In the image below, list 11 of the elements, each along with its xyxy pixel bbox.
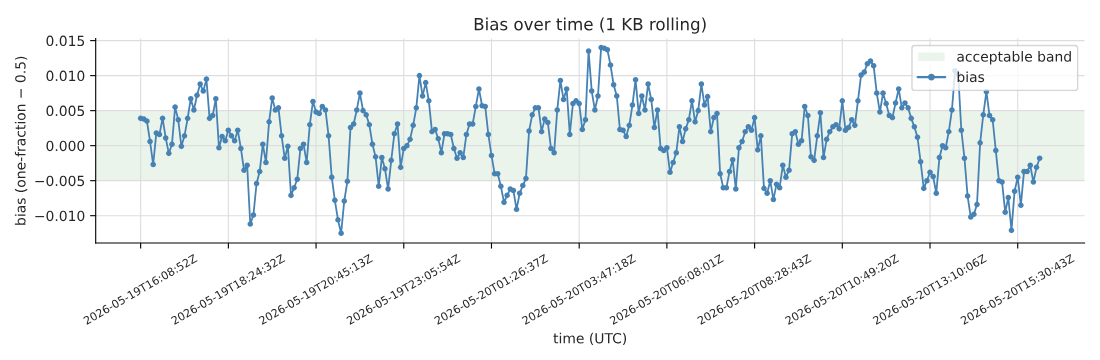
- y-tick-label: 0.015: [46, 35, 85, 47]
- legend-label: acceptable band: [957, 51, 1071, 65]
- x-axis-title: time (UTC): [553, 332, 627, 346]
- y-tick-label: 0.005: [46, 105, 85, 117]
- y-tick-label: 0.010: [46, 70, 85, 82]
- y-tick-label: −0.005: [35, 175, 85, 187]
- chart-title: Bias over time (1 KB rolling): [474, 17, 706, 34]
- y-axis-title: bias (one-fraction − 0.5): [14, 56, 28, 225]
- y-tick-label: 0.000: [46, 140, 85, 152]
- y-tick-label: −0.010: [35, 210, 85, 222]
- legend-label: bias: [957, 71, 985, 83]
